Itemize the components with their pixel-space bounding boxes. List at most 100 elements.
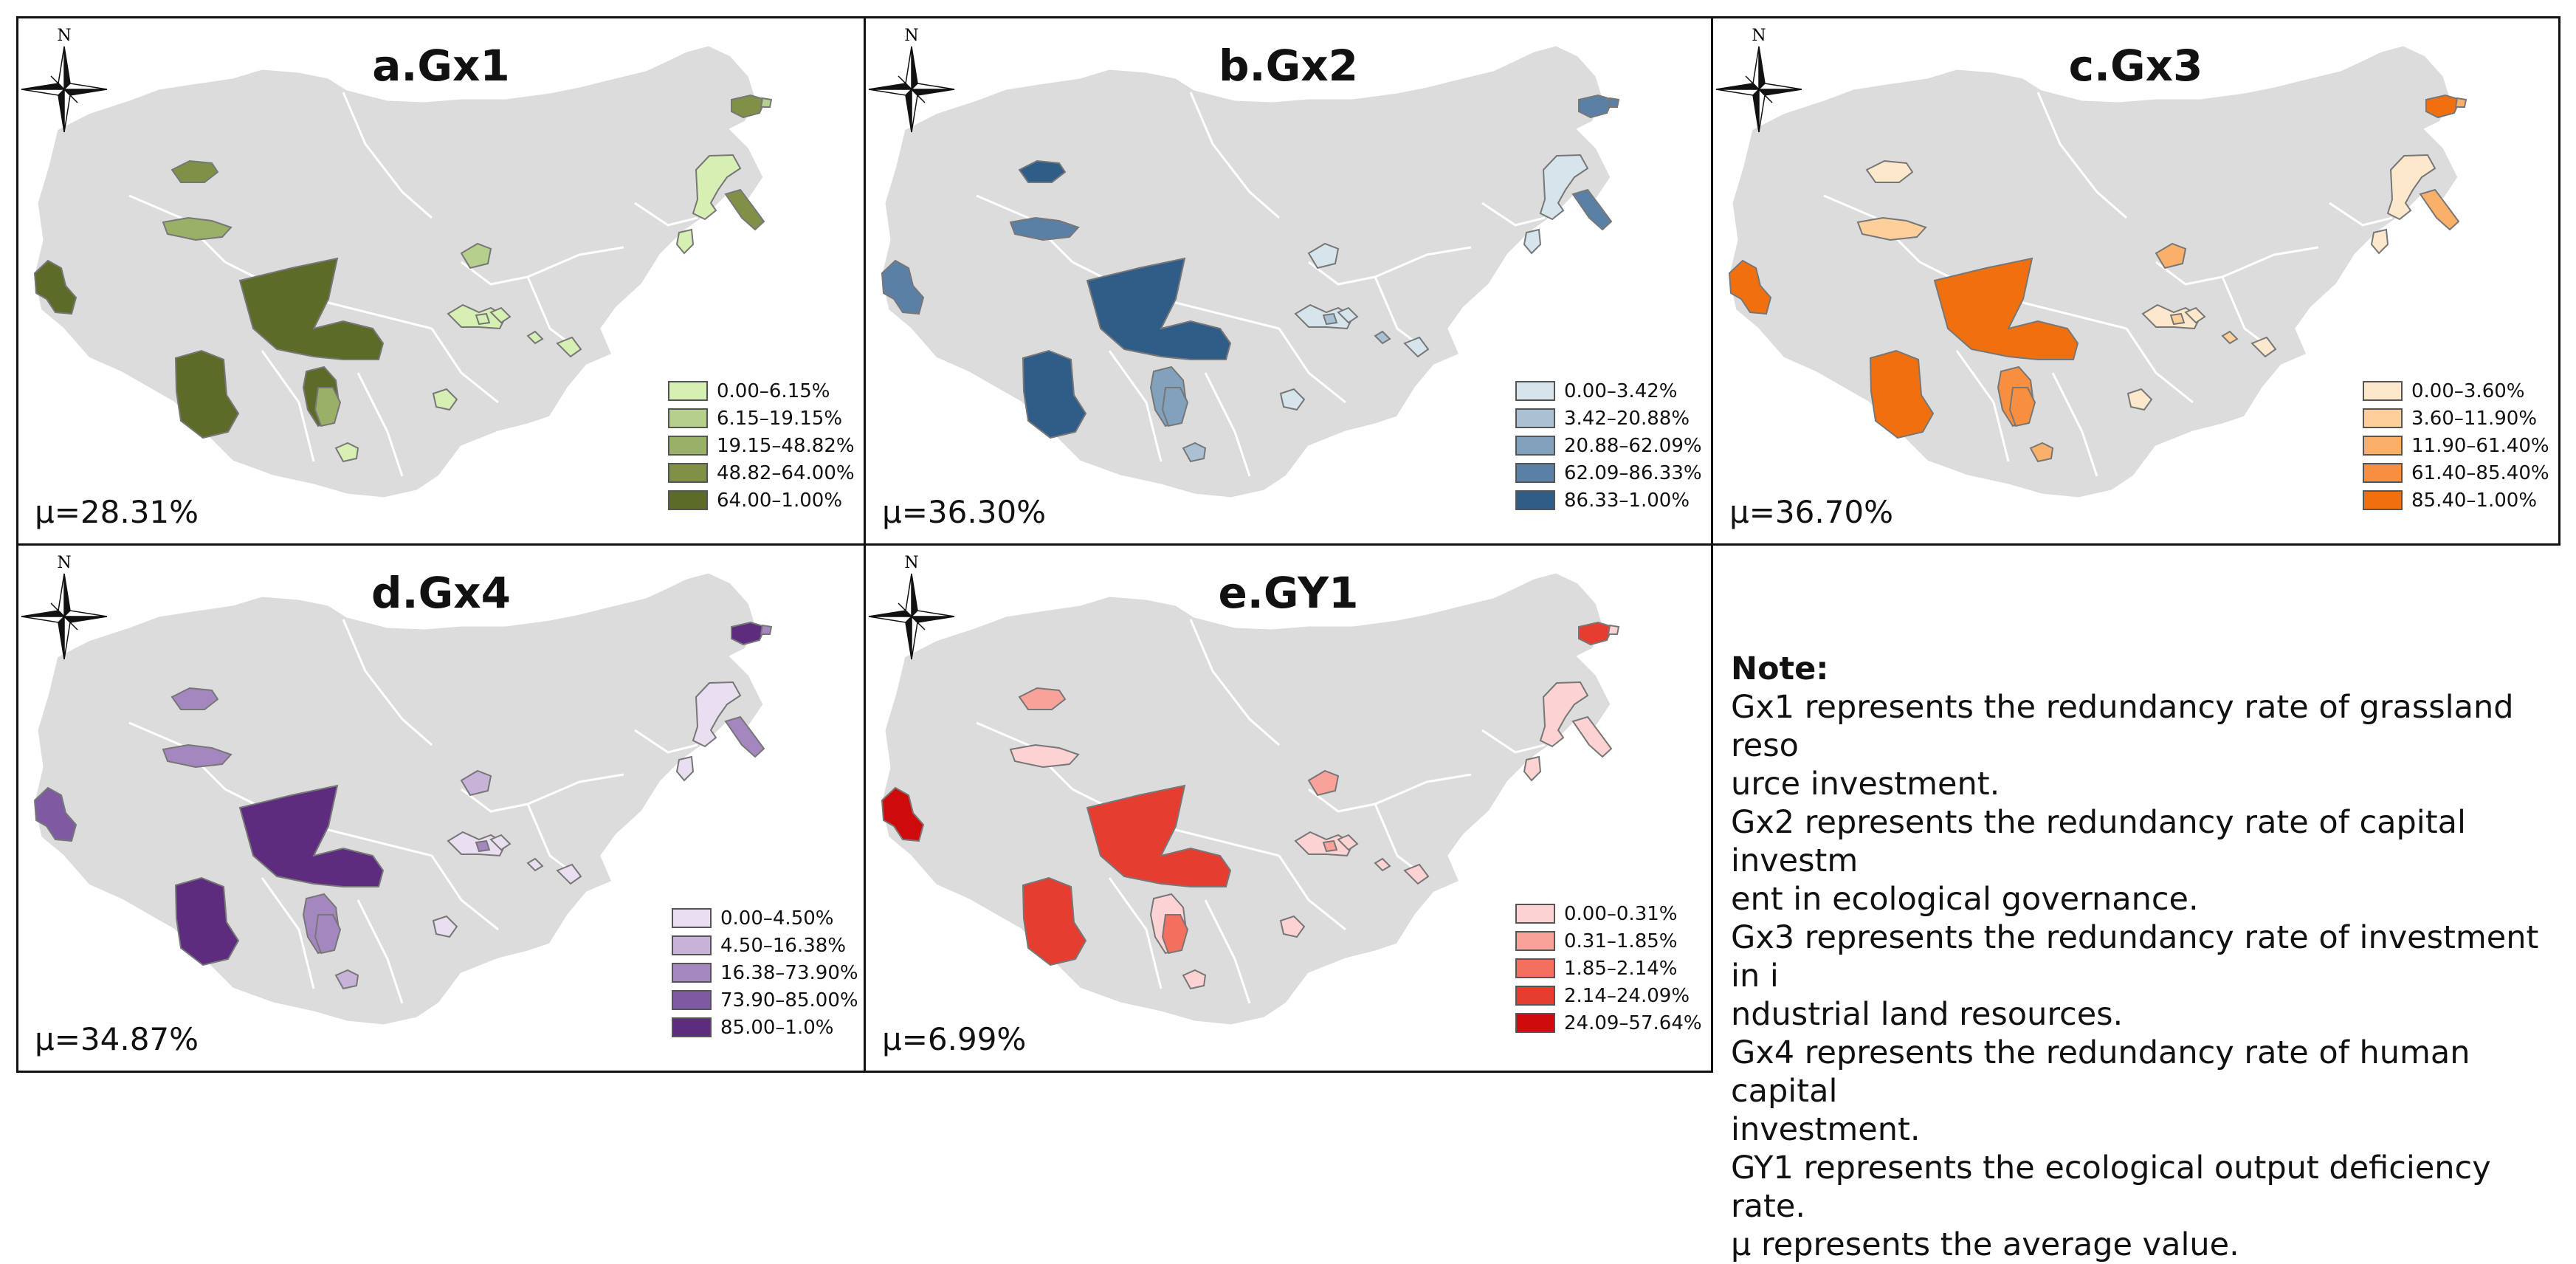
note-block: Note: Gx1 represents the redundancy rate… <box>1731 650 2565 1264</box>
county-region <box>760 97 773 108</box>
province-boundary <box>2125 328 2194 404</box>
legend-swatch <box>668 381 708 401</box>
county-region <box>2221 330 2239 345</box>
county-region <box>2250 336 2277 358</box>
legend-item: 0.31–1.85% <box>1515 927 1711 955</box>
county-region <box>1571 715 1613 758</box>
county-region <box>2386 154 2436 221</box>
north-arrow-icon: N <box>1715 27 1802 133</box>
county-region <box>1607 624 1620 635</box>
legend-label: 1.85–2.14% <box>1564 957 1678 980</box>
legend: 0.00–3.42% 3.42–20.88% 20.88–62.09% 62.09–8… <box>1515 377 1711 514</box>
compass-n-label: N <box>57 554 71 572</box>
panel-title: a.Gx1 <box>372 41 510 91</box>
panel-c: N c.Gx3 μ=36.70% 0.00–3.60% 3.60–11.90% 11… <box>1711 16 2560 546</box>
county-region <box>1018 687 1067 710</box>
county-region <box>489 834 512 851</box>
county-region <box>1182 442 1207 463</box>
legend-swatch <box>1515 904 1555 924</box>
legend-swatch <box>2363 463 2403 483</box>
legend-item: 11.90–61.40% <box>2363 432 2558 459</box>
county-region <box>760 624 773 635</box>
base-region <box>32 571 765 1027</box>
legend-label: 0.00–3.60% <box>2411 379 2525 402</box>
province-boundary <box>1278 855 1346 931</box>
legend-item: 16.38–73.90% <box>672 959 864 986</box>
county-region <box>731 621 767 646</box>
county-region <box>1279 915 1306 938</box>
legend-item: 0.00–3.60% <box>2363 377 2558 405</box>
legend-item: 85.00–1.0% <box>672 1014 864 1041</box>
county-region <box>432 915 458 938</box>
legend-label: 19.15–48.82% <box>717 434 855 457</box>
county-region <box>475 312 491 326</box>
note-line: ent in ecological governance. <box>1731 881 2199 918</box>
north-arrow-icon: N <box>21 554 108 660</box>
panel-title: e.GY1 <box>1218 568 1359 618</box>
legend-swatch <box>668 490 708 510</box>
legend-swatch <box>1515 958 1555 978</box>
county-region <box>1009 743 1080 769</box>
legend-item: 62.09–86.33% <box>1515 459 1711 487</box>
province-boundary <box>634 202 698 227</box>
province-boundary <box>1481 202 1546 227</box>
base-region <box>879 571 1613 1027</box>
county-region <box>1161 387 1189 427</box>
panel-b: N b.Gx2 μ=36.30% 0.00–3.42% 3.42–20.88% 20… <box>864 16 1713 546</box>
county-region <box>1865 159 1914 183</box>
legend-label: 0.31–1.85% <box>1564 930 1678 952</box>
note-line: μ represents the average value. <box>1731 1226 2239 1263</box>
county-region <box>731 94 767 119</box>
county-region <box>675 228 695 255</box>
county-region <box>1086 784 1232 887</box>
note-line: Gx4 represents the redundancy rate of hu… <box>1731 1034 2470 1110</box>
legend-label: 0.00–6.15% <box>717 379 830 402</box>
province-boundary <box>1823 194 1921 264</box>
county-region <box>1009 216 1080 241</box>
province-boundary <box>128 194 227 264</box>
legend-swatch <box>1515 986 1555 1006</box>
legend-label: 6.15–19.15% <box>717 407 843 430</box>
county-region <box>1539 681 1589 748</box>
legend-swatch <box>2363 436 2403 456</box>
county-region <box>1018 159 1067 183</box>
county-region <box>162 216 233 241</box>
legend-swatch <box>1515 1013 1555 1033</box>
legend-swatch <box>672 908 712 928</box>
panel-title: d.Gx4 <box>371 568 511 618</box>
county-region <box>460 769 492 797</box>
province-boundary <box>1481 729 1546 754</box>
county-region <box>881 259 925 315</box>
county-region <box>692 681 742 748</box>
compass-n-label: N <box>904 554 918 572</box>
legend-item: 19.15–48.82% <box>668 432 864 459</box>
legend-label: 3.60–11.90% <box>2411 407 2538 430</box>
province-boundary <box>357 372 404 477</box>
county-region <box>1856 216 1927 241</box>
county-region <box>1161 914 1189 955</box>
province-boundary <box>2329 202 2393 227</box>
province-boundary <box>634 729 698 754</box>
county-region <box>526 330 544 345</box>
legend-swatch <box>672 935 712 955</box>
province-boundary <box>1189 619 1280 746</box>
legend-label: 3.42–20.88% <box>1564 407 1690 430</box>
county-region <box>2029 442 2054 463</box>
county-region <box>1182 969 1207 990</box>
county-region <box>724 715 765 758</box>
map-c: N <box>1715 27 2467 500</box>
legend-swatch <box>1515 408 1555 428</box>
legend-swatch <box>2363 490 2403 510</box>
county-region <box>1571 188 1613 231</box>
legend-item: 86.33–1.00% <box>1515 487 1711 514</box>
province-boundary <box>2036 92 2127 219</box>
county-region <box>1374 857 1391 872</box>
note-line: Gx2 represents the redundancy rate of ca… <box>1731 804 2466 879</box>
legend: 0.00–0.31% 0.31–1.85% 1.85–2.14% 2.14–24.09… <box>1515 900 1711 1037</box>
county-region <box>1337 306 1359 324</box>
legend-item: 24.09–57.64% <box>1515 1009 1711 1037</box>
map-b: N <box>868 27 1620 500</box>
county-region <box>2184 306 2206 324</box>
legend-swatch <box>2363 381 2403 401</box>
legend-item: 6.15–19.15% <box>668 405 864 432</box>
